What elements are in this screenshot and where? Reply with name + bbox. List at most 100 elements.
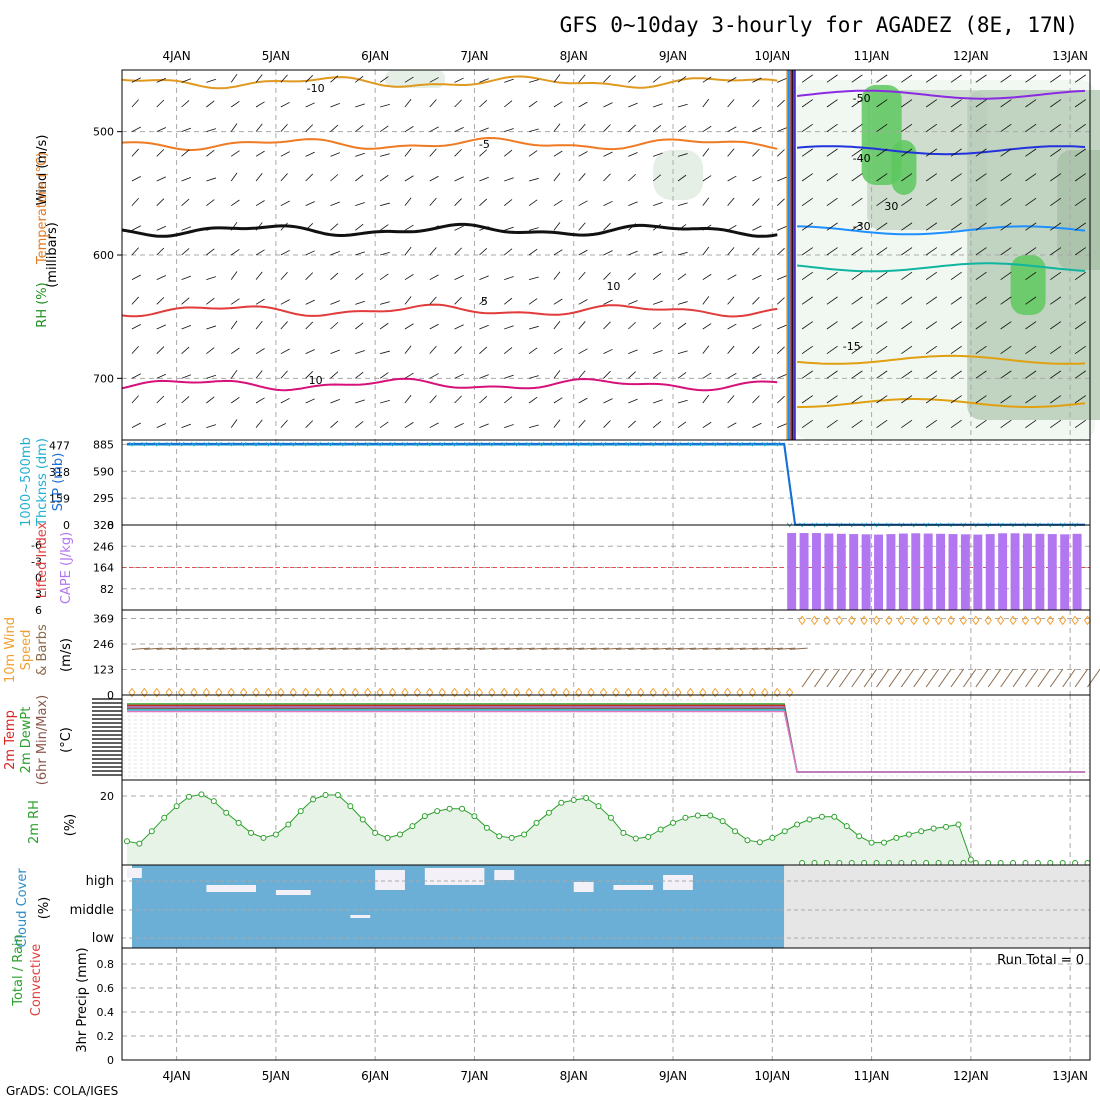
wind-speed-point: [786, 687, 794, 698]
wind-barb: [355, 421, 364, 428]
rh-point: [632, 835, 639, 842]
wind-barb: [1050, 99, 1062, 108]
wind-barb: [752, 346, 760, 354]
wind-barb: [876, 99, 888, 108]
isotherm-line: [121, 75, 778, 90]
wind-barb: [628, 321, 636, 330]
wind-barb: [504, 276, 514, 281]
wind-barb: [901, 395, 913, 404]
wind-barb: [801, 668, 816, 688]
wind-barb: [255, 150, 265, 157]
slp-marker: [526, 441, 532, 447]
wind-barb: [1025, 370, 1037, 379]
wind-barb: [826, 321, 838, 330]
wind-barb: [156, 647, 175, 650]
wind-barb: [925, 668, 940, 688]
wind-barb: [479, 396, 488, 404]
rh-point: [471, 813, 478, 820]
ytick-label-thk: 159: [49, 492, 70, 505]
wind-barb: [950, 148, 962, 157]
wind-barb: [826, 296, 838, 305]
slp-marker: [253, 441, 259, 447]
rh-point: [186, 793, 193, 800]
contour-label: -5: [479, 138, 490, 151]
cloud-gap: [663, 875, 693, 890]
wind-speed-point: [190, 687, 198, 698]
wind-speed-point: [1071, 615, 1079, 626]
wind-barb: [528, 396, 538, 404]
wind-barb: [528, 375, 539, 379]
wind-speed-point: [475, 687, 484, 698]
ytick-label-thk: 0: [63, 519, 70, 532]
slp-marker: [923, 522, 930, 528]
wind-barb: [777, 176, 787, 182]
slp-marker: [191, 441, 197, 447]
wind-barb: [603, 398, 613, 404]
wind-barb: [255, 298, 265, 305]
wind-barb: [876, 123, 888, 132]
wind-barb: [181, 297, 190, 305]
date-label: 12JAN: [953, 49, 989, 63]
wind-barb: [305, 272, 314, 280]
wind-barb: [318, 647, 337, 650]
date-label: 5JAN: [262, 49, 290, 63]
wind-barb: [739, 647, 759, 650]
wind-barb: [727, 345, 735, 354]
wind-barb: [404, 175, 414, 182]
slp-marker: [997, 522, 1004, 528]
wind-barb: [528, 424, 539, 429]
wind-barb: [925, 123, 938, 132]
wind-speed-point: [835, 615, 843, 626]
wind-barb: [504, 647, 523, 650]
wind-barb: [1000, 247, 1012, 256]
wind-barb: [330, 75, 339, 83]
axis-label: 3hr Precip (mm): [75, 947, 90, 1052]
wind-barb: [305, 371, 314, 379]
wind-speed-point: [1046, 615, 1054, 626]
temp-line: [126, 706, 1086, 773]
cape-bar: [1035, 533, 1045, 610]
wind-barb: [230, 396, 240, 404]
wind-barb: [305, 201, 315, 207]
wind-barb: [181, 177, 192, 182]
wind-barb: [702, 246, 710, 256]
wind-barb: [950, 123, 962, 132]
ytick-label-thk: 477: [49, 439, 70, 452]
wind-barb: [1000, 222, 1012, 231]
wind-barb: [404, 372, 414, 379]
cloud-empty: [784, 865, 1090, 948]
slp-marker: [265, 441, 272, 447]
wind-speed-point: [860, 615, 868, 626]
date-label: 10JAN: [754, 49, 790, 63]
axis-label-part: (millibars): [45, 222, 60, 288]
wind-barb: [131, 296, 139, 305]
wind-barb: [950, 370, 962, 379]
ytick-label-slp: 0: [107, 519, 114, 532]
wind-barb: [578, 419, 586, 428]
wind-barb: [305, 299, 315, 305]
rh-point: [570, 797, 577, 804]
wind-barb: [442, 647, 461, 650]
wind-barb: [379, 421, 389, 428]
wind-speed-point: [128, 687, 136, 698]
ytick-label: 0.4: [97, 1006, 115, 1019]
wind-barb: [975, 271, 987, 280]
wind-barb: [156, 198, 165, 206]
wind-barb: [454, 148, 462, 157]
wind-barb: [218, 647, 237, 650]
axis-label: SLP (mb): [51, 453, 66, 512]
slp-marker: [749, 441, 756, 447]
wind-barb: [206, 297, 215, 305]
wind-barb: [156, 149, 165, 157]
wind-barb: [1074, 74, 1086, 83]
wind-barb: [479, 78, 489, 83]
isotherm-line: [121, 303, 778, 318]
wind-barb: [950, 74, 962, 83]
axis-label: (m/s): [59, 638, 74, 672]
wind-barb: [330, 201, 340, 207]
wind-barb: [156, 99, 165, 108]
wind-barb: [1074, 197, 1086, 206]
cape-bar: [1010, 533, 1020, 610]
wind-barb: [553, 271, 561, 280]
wind-barb: [1074, 271, 1086, 280]
